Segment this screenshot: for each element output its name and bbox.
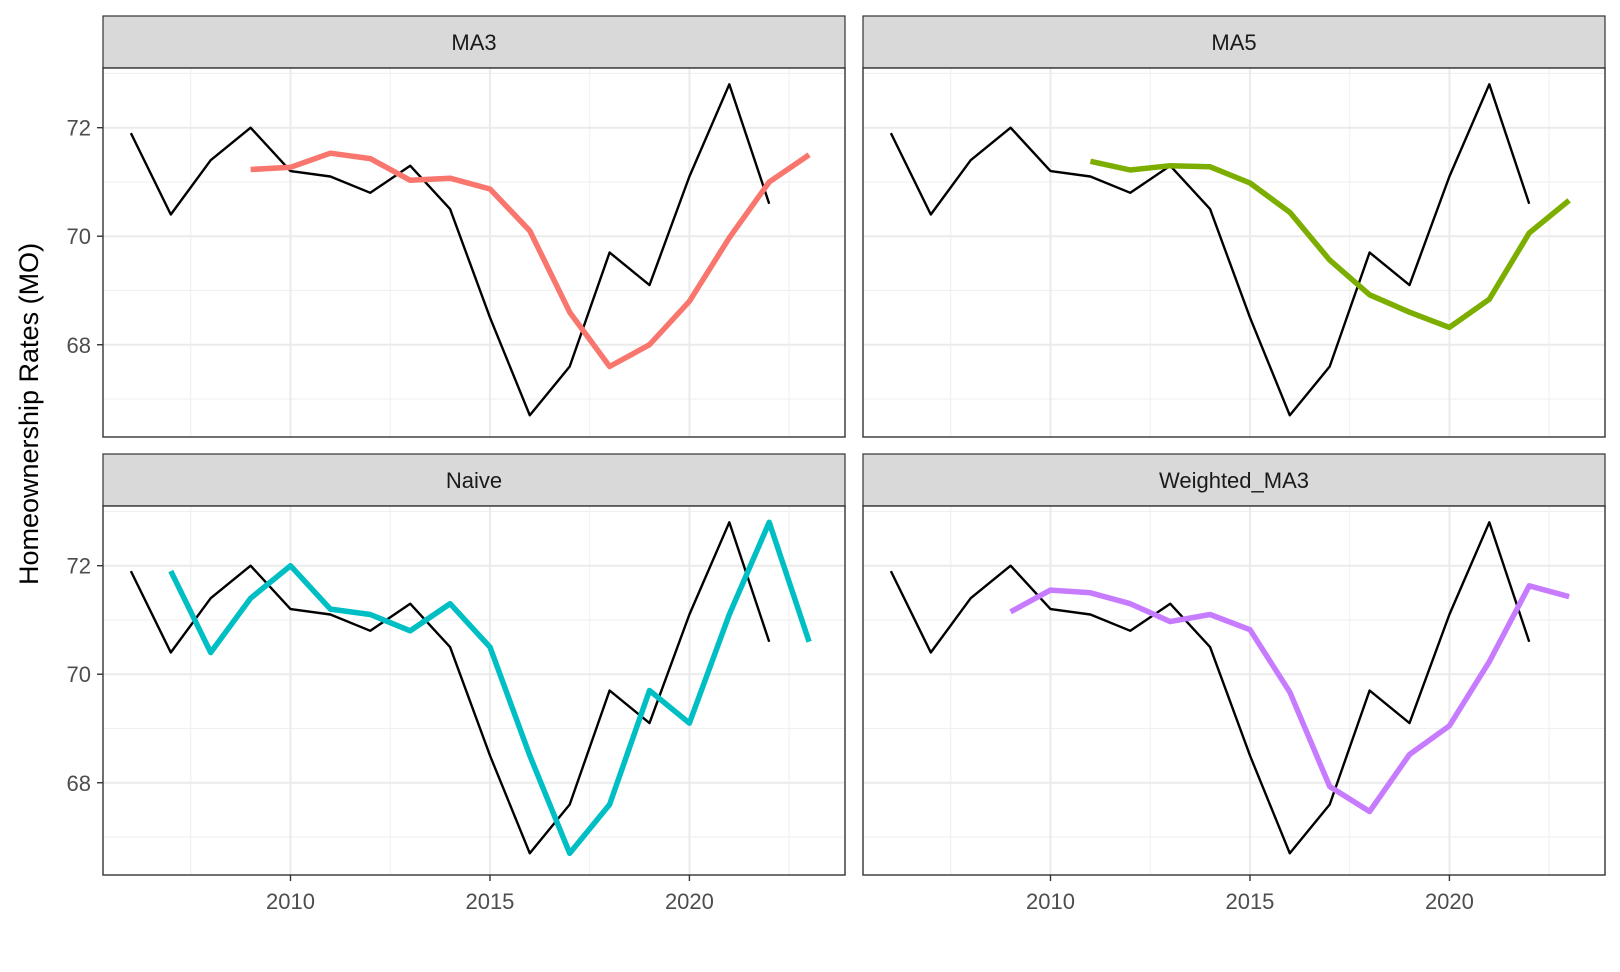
- x-tick-label: 2010: [1026, 889, 1075, 914]
- y-tick-label: 68: [67, 771, 91, 796]
- actual-series-line: [889, 521, 1531, 855]
- facet-strip: [862, 15, 1606, 69]
- actual-series-line: [129, 83, 771, 417]
- forecast-series-line: [1089, 158, 1571, 331]
- x-tick-label: 2020: [665, 889, 714, 914]
- plot-background: [103, 506, 845, 875]
- x-tick-label: 2010: [266, 889, 315, 914]
- facet-strip: [102, 453, 846, 507]
- forecast-series-line: [168, 519, 812, 857]
- facet-strip-label: MA5: [1211, 30, 1256, 55]
- panel-border: [862, 505, 1606, 876]
- panel-border: [862, 67, 1606, 438]
- facet-panel-ma3: MA3 68 70 72: [67, 15, 846, 438]
- y-tick-label: 72: [67, 554, 91, 579]
- facet-strip-label: Naive: [446, 468, 502, 493]
- facet-strip-label: MA3: [451, 30, 496, 55]
- plot-background: [863, 68, 1605, 437]
- facet-panel-weighted-ma3: Weighted_MA3 2010 2015 2020: [862, 453, 1606, 914]
- y-tick-label: 70: [67, 662, 91, 687]
- facet-panel-naive: Naive 68 70 72 2010 2015 2020: [67, 453, 846, 914]
- y-tick-label: 70: [67, 224, 91, 249]
- actual-series-line: [129, 521, 771, 855]
- plot-background: [863, 506, 1605, 875]
- y-tick-label: 68: [67, 333, 91, 358]
- facet-panel-ma5: MA5: [862, 15, 1606, 438]
- plot-background: [103, 68, 845, 437]
- forecast-series-line: [250, 150, 811, 370]
- facet-strip: [862, 453, 1606, 507]
- y-axis-label: Homeownership Rates (MO): [14, 243, 44, 585]
- panel-border: [102, 67, 846, 438]
- facet-strip: [102, 15, 846, 69]
- x-tick-label: 2020: [1425, 889, 1474, 914]
- x-tick-label: 2015: [1225, 889, 1274, 914]
- facet-strip-label: Weighted_MA3: [1159, 468, 1309, 493]
- panel-border: [102, 505, 846, 876]
- x-tick-label: 2015: [465, 889, 514, 914]
- y-tick-label: 72: [67, 116, 91, 141]
- actual-series-line: [889, 83, 1531, 417]
- forecast-series-line: [1009, 583, 1570, 815]
